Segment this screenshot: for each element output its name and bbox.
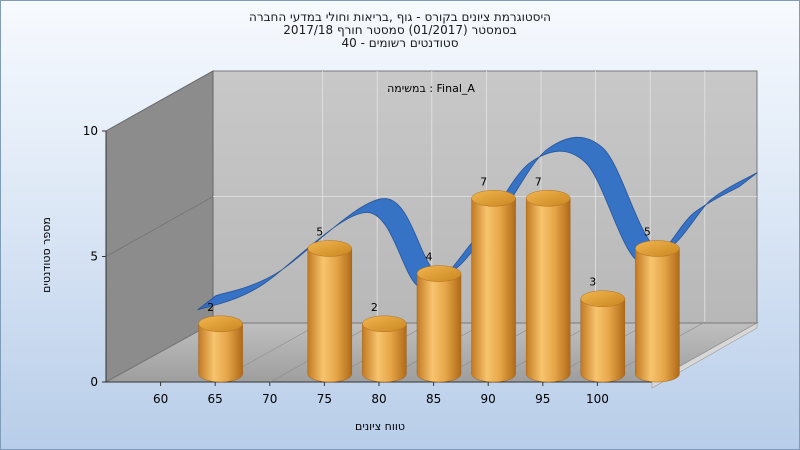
y-axis-title: מספר סטודנטים: [40, 217, 53, 293]
bar-90: 7: [525, 175, 571, 383]
bar-body-80: [416, 273, 462, 383]
bars: 2 5 2 4 7 7 3 5: [198, 175, 680, 383]
x-tick-label-1: 65: [208, 392, 223, 406]
bar-body-95: [580, 298, 626, 383]
bar-95: 3: [580, 276, 626, 383]
x-tick-label-6: 90: [481, 392, 496, 406]
bar-cap-75: [362, 315, 407, 333]
bar-cap-100: [635, 240, 680, 257]
x-tick-label-2: 70: [262, 392, 277, 406]
x-tick-label-3: 75: [317, 392, 332, 406]
bar-body-60: [198, 323, 243, 383]
bar-value-label-100: 5: [644, 226, 651, 239]
bar-value-label-85: 7: [480, 175, 487, 188]
bar-value-label-80: 4: [426, 251, 433, 264]
x-tick-label-8: 100: [586, 392, 609, 406]
annotation-label: במשימה : Final_A: [387, 82, 475, 95]
chart-title: היסטוגרמת ציונים בקורס - גוף ,בריאות וחו…: [0, 11, 800, 50]
y-tick-label-1: 5: [90, 250, 98, 264]
bar-value-label-70: 5: [316, 226, 323, 239]
bar-cap-60: [198, 315, 243, 333]
bar-cap-70: [307, 240, 353, 257]
bar-body-85: [471, 198, 516, 383]
bar-value-label-60: 2: [207, 301, 214, 314]
grid-left-1: [105, 196, 214, 257]
bar-body-70: [307, 248, 353, 383]
bar-cap-85: [471, 190, 516, 207]
title-line-2: בסמסטר (01/2017) סמסטר חורף 2017/18: [283, 23, 517, 37]
x-ticks: 60 65 70 75 80 85 90 95 100: [153, 382, 609, 406]
y-tick-label-2: 10: [83, 124, 98, 138]
bar-cap-90: [525, 190, 571, 207]
bar-100: 5: [635, 226, 680, 383]
x-tick-label-7: 95: [535, 392, 550, 406]
bar-80: 4: [416, 251, 462, 383]
x-tick-label-0: 60: [153, 392, 168, 406]
bar-value-label-95: 3: [589, 276, 596, 289]
bar-body-90: [525, 198, 571, 383]
bar-value-label-75: 2: [371, 301, 378, 314]
x-tick-label-4: 80: [371, 392, 386, 406]
bar-75: 2: [362, 301, 407, 383]
title-line-1: היסטוגרמת ציונים בקורס - גוף ,בריאות וחו…: [249, 10, 551, 24]
bar-body-75: [362, 323, 407, 383]
title-line-3: סטודנטים רשומים - 40: [341, 36, 459, 50]
bar-value-label-90: 7: [535, 175, 542, 188]
bar-70: 5: [307, 226, 353, 383]
y-ticks: 0 5 10: [83, 124, 106, 389]
bar-85: 7: [471, 175, 516, 383]
bar-cap-80: [416, 265, 462, 282]
bar-60: 2: [198, 301, 243, 383]
y-tick-label-0: 0: [90, 375, 98, 389]
x-axis-title: טווח ציונים: [355, 420, 405, 433]
bar-cap-95: [580, 290, 626, 307]
x-tick-label-5: 85: [426, 392, 441, 406]
bar-body-100: [635, 248, 680, 383]
